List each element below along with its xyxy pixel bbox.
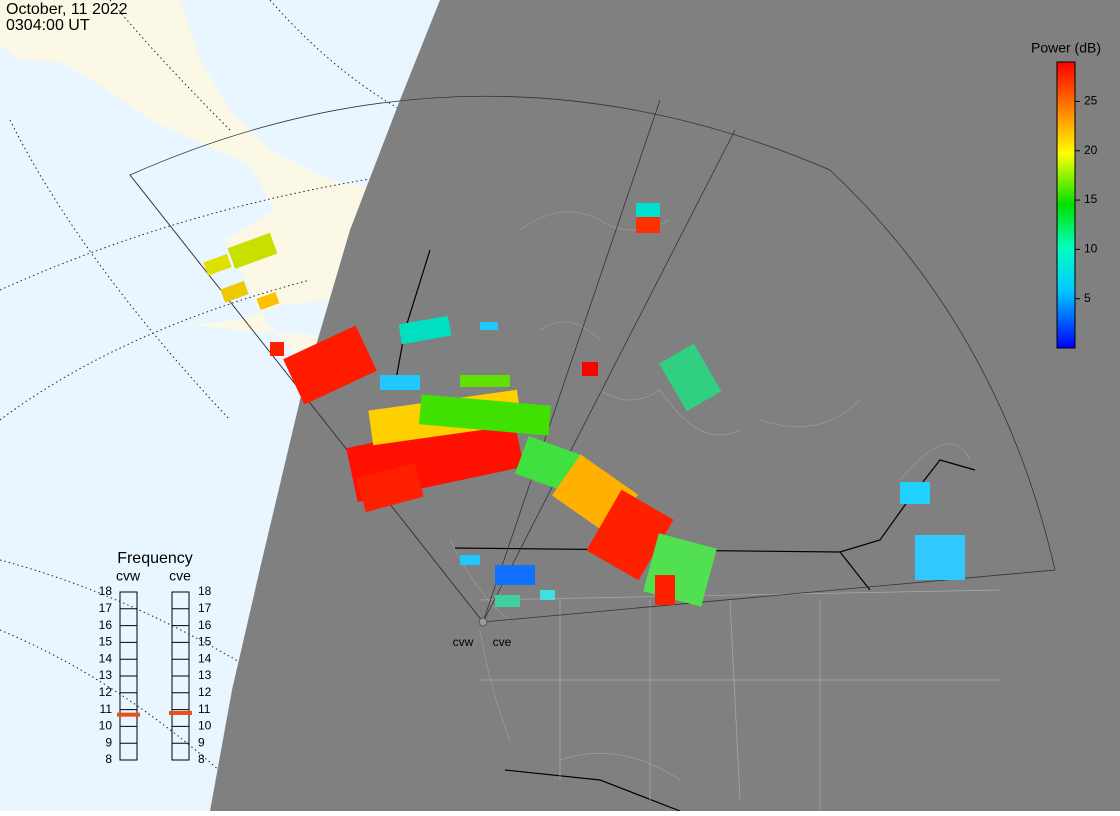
- frequency-tick-label: 18: [198, 584, 212, 598]
- frequency-panel: cvw 8 9 10 11 12 13 14 15 16 17 18 cve 8 9 10 11 12 13 14 15…: [99, 568, 212, 766]
- frequency-marker: [169, 710, 192, 715]
- colorbar-ticks: 5 10 15 20 25: [1075, 94, 1098, 305]
- frequency-tick-label: 8: [105, 752, 112, 766]
- radar-site: [478, 617, 488, 627]
- colorbar-tick-label: 20: [1084, 143, 1098, 157]
- frequency-tick-label: 12: [99, 685, 113, 699]
- frequency-tick-label: 16: [99, 618, 113, 632]
- colorbar: [1056, 61, 1076, 349]
- state-lines: [479, 589, 1001, 811]
- frequency-marker: [117, 712, 140, 717]
- frequency-tick-label: 9: [198, 735, 205, 749]
- frequency-tick-label: 9: [105, 735, 112, 749]
- frequency-tick-label: 18: [99, 584, 113, 598]
- colorbar-title: Power (dB): [1031, 40, 1101, 56]
- frequency-tick-label: 15: [198, 635, 212, 649]
- colorbar-tick-label: 5: [1084, 291, 1091, 305]
- land: [0, 0, 380, 360]
- frequency-tick-label: 11: [198, 702, 211, 716]
- colorbar-tick-label: 15: [1084, 192, 1098, 206]
- frequency-tick-label: 17: [99, 601, 113, 615]
- site-label: cvw: [453, 635, 474, 649]
- frequency-tick-label: 12: [198, 685, 212, 699]
- frequency-tick-label: 15: [99, 635, 113, 649]
- frequency-title: Frequency: [117, 550, 193, 567]
- site-label: cve: [493, 635, 512, 649]
- frequency-tick-label: 13: [198, 668, 212, 682]
- frequency-tick-label: 14: [99, 651, 113, 665]
- colorbar-tick-label: 10: [1084, 242, 1098, 256]
- time: 0304:00 UT: [6, 17, 90, 34]
- frequency-tick-label: 14: [198, 651, 212, 665]
- radar-label: cve: [169, 568, 191, 584]
- colorbar-tick-label: 25: [1084, 94, 1098, 108]
- frequency-tick-label: 10: [99, 719, 113, 733]
- frequency-tick-label: 16: [198, 618, 212, 632]
- frequency-tick-label: 11: [100, 702, 113, 716]
- frequency-tick-label: 10: [198, 719, 212, 733]
- night-side: [210, 0, 1120, 811]
- coastlines: [449, 211, 971, 781]
- frequency-tick-label: 17: [198, 601, 212, 615]
- date: October, 11 2022: [6, 1, 128, 18]
- radar-label: cvw: [116, 568, 141, 584]
- frequency-tick-label: 13: [99, 668, 113, 682]
- echoes: [203, 203, 965, 607]
- frequency-tick-label: 8: [198, 752, 205, 766]
